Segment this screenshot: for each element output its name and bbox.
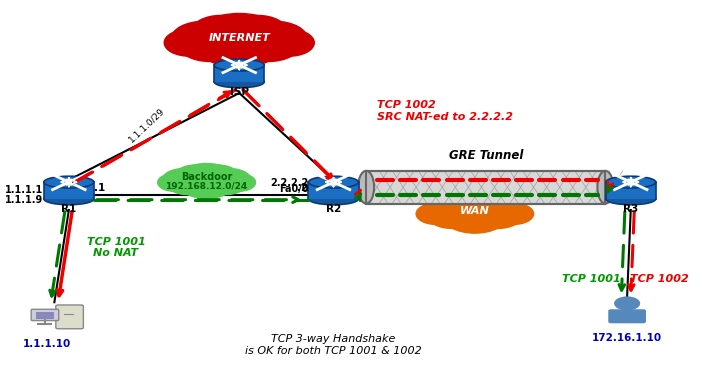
- Text: WAN: WAN: [460, 206, 490, 216]
- Circle shape: [205, 172, 247, 195]
- Text: 1.1.1.9: 1.1.1.9: [5, 195, 44, 206]
- Circle shape: [438, 193, 484, 218]
- Circle shape: [237, 27, 300, 62]
- Circle shape: [416, 203, 455, 224]
- Circle shape: [199, 165, 238, 186]
- Ellipse shape: [215, 59, 264, 71]
- Circle shape: [191, 16, 250, 47]
- Text: .1: .1: [94, 183, 105, 193]
- Circle shape: [241, 21, 307, 57]
- Text: ISP: ISP: [230, 87, 249, 97]
- Text: .2: .2: [297, 183, 309, 193]
- Circle shape: [177, 163, 236, 196]
- Ellipse shape: [44, 176, 94, 188]
- Circle shape: [179, 169, 233, 199]
- Text: TCP 3-way Handshake
is OK for both TCP 1001 & 1002: TCP 3-way Handshake is OK for both TCP 1…: [245, 334, 422, 356]
- Text: 1.1.1.0/29: 1.1.1.0/29: [127, 106, 167, 144]
- Circle shape: [439, 191, 510, 230]
- Text: Backdoor: Backdoor: [181, 172, 232, 182]
- Bar: [366, 171, 605, 204]
- Ellipse shape: [605, 176, 655, 188]
- Circle shape: [167, 172, 208, 195]
- FancyBboxPatch shape: [31, 309, 59, 321]
- Text: R1: R1: [61, 204, 77, 214]
- Text: 1.1.1.1: 1.1.1.1: [5, 184, 44, 195]
- Circle shape: [265, 29, 315, 56]
- FancyBboxPatch shape: [608, 309, 646, 323]
- Bar: [44, 182, 94, 199]
- Circle shape: [466, 193, 512, 218]
- Bar: [606, 182, 655, 199]
- Circle shape: [162, 168, 205, 192]
- Circle shape: [494, 203, 534, 224]
- Bar: [215, 65, 265, 82]
- Circle shape: [197, 23, 281, 67]
- Text: TCP 1002
SRC NAT-ed to 2.2.2.2: TCP 1002 SRC NAT-ed to 2.2.2.2: [377, 100, 513, 122]
- FancyBboxPatch shape: [56, 305, 83, 329]
- Text: TCP 1001: TCP 1001: [561, 274, 621, 284]
- Ellipse shape: [309, 193, 359, 205]
- Text: 172.16.1.10: 172.16.1.10: [592, 333, 662, 344]
- Circle shape: [473, 202, 523, 229]
- Text: R2: R2: [326, 204, 341, 214]
- Text: GRE Tunnel: GRE Tunnel: [449, 149, 523, 162]
- Circle shape: [178, 27, 241, 62]
- Circle shape: [476, 197, 529, 225]
- Ellipse shape: [597, 171, 613, 204]
- Text: 192.168.12.0/24: 192.168.12.0/24: [165, 181, 248, 191]
- Text: R3: R3: [623, 204, 639, 214]
- Circle shape: [194, 14, 285, 63]
- Circle shape: [223, 174, 255, 191]
- Circle shape: [157, 174, 190, 191]
- Circle shape: [427, 202, 477, 229]
- Circle shape: [171, 21, 238, 57]
- FancyBboxPatch shape: [36, 312, 54, 319]
- Circle shape: [614, 296, 640, 310]
- Ellipse shape: [605, 193, 655, 205]
- Circle shape: [228, 16, 287, 47]
- Ellipse shape: [215, 76, 264, 88]
- Ellipse shape: [309, 176, 359, 188]
- Ellipse shape: [358, 171, 374, 204]
- Ellipse shape: [44, 193, 94, 205]
- Bar: [366, 171, 605, 204]
- Text: TCP 1002: TCP 1002: [630, 274, 689, 284]
- Text: 2.2.2.2: 2.2.2.2: [270, 178, 308, 188]
- Text: 1.1.1.10: 1.1.1.10: [23, 339, 71, 349]
- Text: Fa0/0: Fa0/0: [278, 184, 308, 194]
- Circle shape: [442, 198, 508, 233]
- Circle shape: [164, 29, 215, 56]
- Text: INTERNET: INTERNET: [208, 33, 270, 43]
- Circle shape: [207, 168, 251, 192]
- Circle shape: [421, 197, 473, 225]
- Text: TCP 1001
No NAT: TCP 1001 No NAT: [86, 237, 146, 259]
- Bar: [309, 182, 359, 199]
- Circle shape: [175, 165, 214, 186]
